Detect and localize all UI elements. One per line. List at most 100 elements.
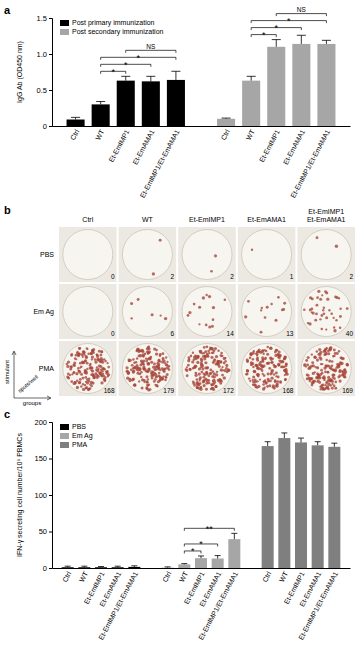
arrow-vertical [12,351,16,398]
spot [145,380,148,383]
legend-label: Post primary immunization [72,19,155,27]
tick: 50 [39,527,52,536]
well-tile [297,284,355,339]
spot [217,350,220,353]
spot [142,355,144,357]
spot [200,387,202,389]
tick-label: Ctrl [161,570,173,583]
error-line [326,40,327,44]
plot-area [62,433,341,568]
spot [103,358,105,360]
spot [204,355,207,358]
row-label: PBS [40,251,54,258]
spot [204,361,207,364]
tick: Ctrl [69,128,81,141]
spot [162,352,165,355]
spot [267,373,270,376]
spot [152,272,155,275]
spot [309,296,312,299]
error-line [276,40,277,47]
legend-swatch [60,20,69,26]
spot [264,379,266,381]
well [59,227,117,282]
spot [101,370,104,373]
error-line [301,35,302,44]
spot [319,298,322,301]
spot [309,380,311,382]
well-tile [297,227,355,282]
well [119,284,177,339]
spot [328,365,330,367]
spot [214,347,217,350]
spot [215,355,218,358]
spot [137,298,140,301]
spot [153,363,156,366]
spot-count: 2 [171,273,175,280]
spot [72,364,75,367]
spot [130,368,133,371]
spot [284,356,287,359]
spot [96,358,99,361]
tick: Et-EmIMP1/Et-EmAMA1 [289,128,331,199]
spot [212,306,215,309]
spot [209,372,212,375]
well-circle [122,230,172,280]
legend-swatch [60,29,69,35]
spot [220,379,223,382]
spot [346,363,349,366]
spot [273,373,276,376]
spot [200,371,203,374]
bar [128,567,140,568]
spot [199,376,202,379]
bar [217,119,235,126]
tick: 0 [43,122,52,131]
spot [192,382,195,385]
spot [316,350,318,352]
spot [106,362,108,364]
error-cap [198,555,204,556]
spot-count: 168 [283,387,294,394]
error-line [175,71,176,80]
spot [86,381,89,384]
error-cap [297,35,306,36]
tick-label: Et-EmIMP1/Et-EmAMA1 [139,128,181,199]
spot [262,373,264,375]
error-bar [115,566,121,567]
legend: PBSEm AgPMA [60,423,93,448]
spot [280,361,282,363]
spot [335,319,337,321]
spot [250,363,253,366]
spot [335,245,338,248]
well-circle [182,344,232,394]
spot [67,360,70,363]
bar [312,445,324,568]
spot [147,362,150,365]
spot [159,353,162,356]
spot [329,347,332,350]
spot [255,364,258,367]
spot [91,358,93,360]
spot [270,376,273,379]
spot [90,366,93,369]
error-bar [265,442,271,446]
well-tile [238,341,296,396]
spot [334,370,337,373]
spot [325,365,328,368]
spot [279,381,282,384]
spot [331,383,333,385]
tick: Ctrl [61,570,73,583]
spot [161,360,164,363]
spot [146,384,148,386]
error-cap [331,443,337,444]
well [297,227,355,282]
spot [82,351,85,354]
spot [81,361,84,364]
error-line [284,433,285,438]
error-line [267,442,268,446]
spot [320,328,323,331]
tick: Et-EmAMA1 [282,128,306,165]
error-cap [272,39,281,40]
tick-label: 100 [34,491,47,500]
significance-bracket [276,14,326,17]
well-tile [59,284,117,339]
